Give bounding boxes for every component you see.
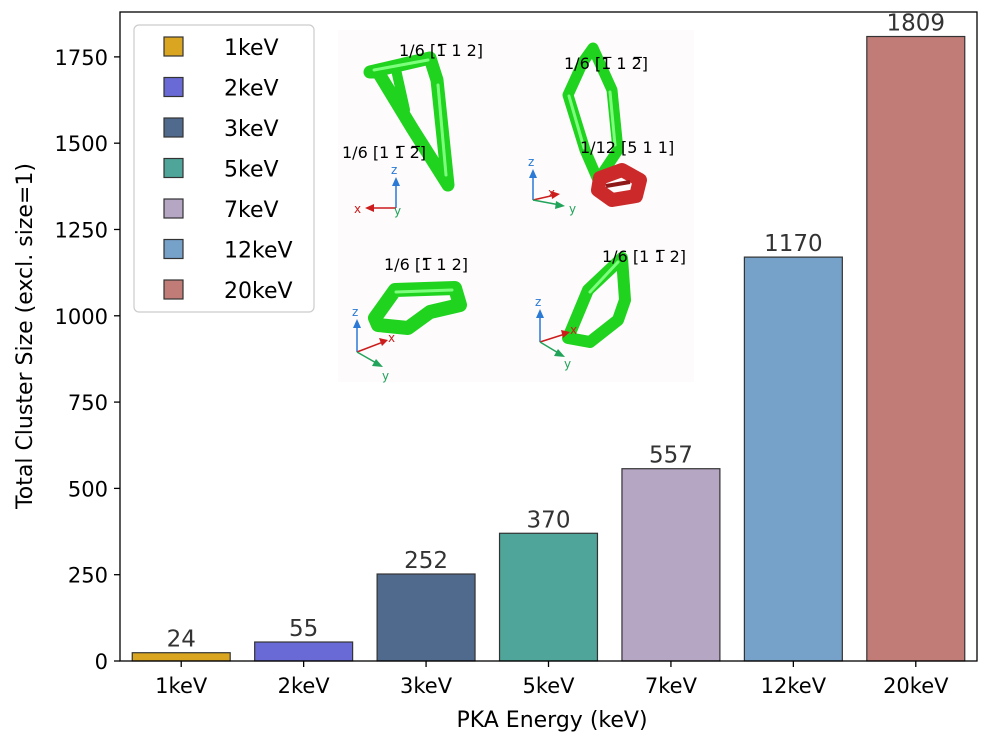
y-tick-label-0: 0 (95, 650, 108, 674)
axis-letter-x: x (354, 202, 361, 216)
data-label-1keV: 24 (167, 627, 196, 653)
inset-label-2a: 1/6 [1̅ 1 2̅] (564, 54, 648, 73)
y-tick-label-250: 250 (68, 564, 108, 588)
legend-swatch-3keV (163, 117, 184, 138)
loop-panel-3: 1/6 [1̅ 1 2] z x y (352, 255, 468, 383)
inset-label-1b: 1/6 [1 1̅ 2̅] (342, 143, 426, 162)
inset-label-1a: 1/6 [1̅ 1 2] (399, 41, 483, 60)
y-tick-label-750: 750 (68, 391, 108, 415)
legend-swatch-1keV (163, 36, 184, 57)
data-label-7keV: 557 (649, 443, 693, 469)
y-tick-label-1000: 1000 (55, 305, 108, 329)
legend-label-2keV: 2keV (224, 77, 279, 102)
x-tick-label-5keV: 5keV (522, 674, 575, 698)
axis-letter-y: y (382, 369, 389, 383)
green-loop-3 (368, 281, 467, 335)
inset-image: 1/6 [1̅ 1 2] 1/6 [1 1̅ 2̅] z x y (338, 30, 694, 383)
bars-group (131, 35, 966, 662)
x-tick-label-12keV: 12keV (761, 674, 827, 698)
x-tick-label-2keV: 2keV (278, 674, 331, 698)
axis-letter-y: y (569, 202, 576, 216)
y-tick-label-1500: 1500 (55, 132, 108, 156)
axis-letter-x: x (548, 186, 555, 200)
data-label-12keV: 1170 (764, 231, 823, 257)
legend-label-3keV: 3keV (224, 117, 279, 142)
axis-triad-4: z x y (535, 295, 577, 371)
green-loop-3-highlight (394, 288, 454, 294)
bar-2keV (254, 641, 354, 662)
y-tick-label-1750: 1750 (55, 46, 108, 70)
data-label-3keV: 252 (404, 548, 448, 574)
data-label-2keV: 55 (289, 616, 318, 642)
data-label-5keV: 370 (527, 507, 571, 533)
x-tick-label-20keV: 20keV (883, 674, 949, 698)
inset-label-4: 1/6 [1 1̅ 2] (602, 247, 686, 266)
y-axis-label: Total Cluster Size (excl. size=1) (13, 163, 38, 510)
data-label-20keV: 1809 (887, 11, 946, 37)
bar-1keV (131, 652, 231, 662)
legend-swatch-20keV (163, 279, 184, 300)
bar-7keV (621, 468, 721, 662)
legend-swatch-5keV (163, 157, 184, 179)
bar-3keV (376, 573, 476, 662)
green-loop-1-highlight (372, 58, 448, 177)
loop-panel-1: 1/6 [1̅ 1 2] 1/6 [1 1̅ 2̅] z x y (342, 41, 483, 218)
x-axis: 1keV 2keV 3keV 5keV 7keV 12keV 20keV (155, 661, 949, 698)
x-axis-label: PKA Energy (keV) (456, 708, 647, 733)
axis-triad-1: z x y (354, 163, 401, 218)
green-loop-2-highlight (567, 90, 617, 150)
x-tick-label-1keV: 1keV (155, 674, 208, 698)
x-tick-label-7keV: 7keV (645, 674, 698, 698)
y-tick-label-1250: 1250 (55, 218, 108, 242)
inset-label-3: 1/6 [1̅ 1 2] (384, 255, 468, 274)
legend-swatch-2keV (163, 76, 184, 98)
green-loop-4 (562, 252, 631, 348)
legend-label-12keV: 12keV (224, 239, 293, 264)
axis-letter-z: z (528, 155, 534, 169)
inset-label-2b: 1/12 [5 1 1] (580, 138, 674, 157)
axis-letter-x: x (388, 331, 395, 345)
red-loop (591, 163, 647, 207)
red-loop-shade (605, 180, 631, 188)
legend-entries: 1keV 2keV 3keV 5keV 7keV 12keV 20keV (163, 36, 293, 304)
legend-swatch-7keV (163, 198, 184, 219)
legend-label-5keV: 5keV (224, 158, 279, 183)
legend-label-7keV: 7keV (224, 198, 279, 223)
axis-letter-z: z (352, 305, 358, 319)
data-labels-group: 24 55 252 370 557 1170 1809 (167, 11, 945, 653)
axis-letter-x: x (570, 323, 577, 337)
axis-letter-y: y (564, 357, 571, 371)
x-tick-label-3keV: 3keV (400, 674, 453, 698)
axis-triad-3: z x y (352, 305, 395, 383)
loop-panel-4: 1/6 [1 1̅ 2] z x y (535, 247, 686, 371)
legend-swatch-12keV (163, 238, 184, 260)
bar-5keV (498, 532, 599, 662)
y-tick-label-500: 500 (68, 477, 108, 501)
bar-20keV (866, 35, 966, 662)
green-loop-4-highlight (588, 260, 620, 294)
legend-label-1keV: 1keV (224, 36, 279, 61)
y-axis: 0 250 500 750 1000 1250 1500 1750 (55, 46, 120, 674)
axis-letter-z: z (535, 295, 541, 309)
axis-letter-y: y (394, 204, 401, 218)
bar-12keV (743, 256, 843, 662)
loop-panel-2: 1/6 [1̅ 1 2̅] 1/12 [5 1 1] z x y (528, 42, 674, 216)
legend-label-20keV: 20keV (224, 279, 293, 304)
green-loop-2 (562, 42, 624, 186)
axis-letter-z: z (391, 163, 397, 177)
axis-triad-2: z x y (528, 155, 576, 216)
legend: 1keV 2keV 3keV 5keV 7keV 12keV 20keV (133, 24, 315, 313)
green-loop-1 (363, 51, 455, 192)
